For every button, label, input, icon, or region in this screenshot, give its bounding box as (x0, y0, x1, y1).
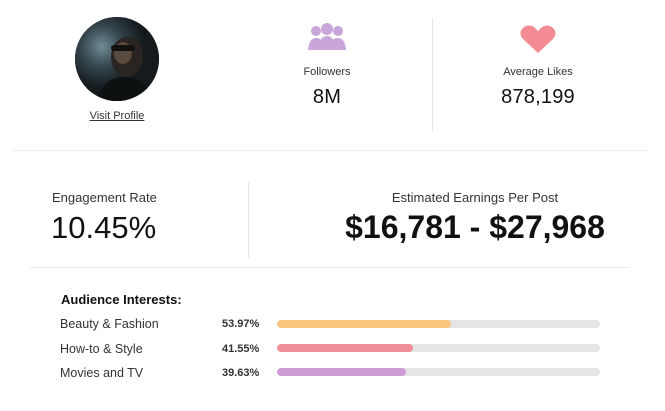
earnings-label: Estimated Earnings Per Post (391, 190, 559, 205)
section-divider (12, 150, 648, 151)
profile-avatar[interactable] (75, 17, 159, 101)
avatar-image (75, 17, 159, 101)
engagement-rate-label: Engagement Rate (52, 190, 157, 205)
divider (248, 182, 249, 258)
interest-bar-track (277, 320, 600, 328)
average-likes-value: 878,199 (501, 86, 575, 108)
heart-icon (520, 24, 556, 59)
earnings-value: $16,781 - $27,968 (345, 209, 605, 245)
visit-profile-link[interactable]: Visit Profile (89, 110, 145, 122)
interest-bar-fill (277, 344, 413, 352)
interest-percent: 39.63% (222, 367, 260, 379)
interest-label: Movies and TV (60, 366, 144, 380)
interest-bar-fill (277, 368, 407, 376)
interest-bar-track (277, 368, 600, 376)
engagement-rate-value: 10.45% (51, 210, 157, 245)
divider (432, 18, 433, 131)
interest-label: How-to & Style (60, 342, 143, 356)
audience-interests-title: Audience Interests: (61, 292, 182, 307)
average-likes-label: Average Likes (503, 66, 573, 78)
interest-bar-track (277, 344, 600, 352)
followers-label: Followers (303, 66, 351, 78)
people-icon (307, 22, 347, 59)
section-divider (30, 267, 630, 268)
followers-value: 8M (312, 86, 342, 108)
interest-percent: 41.55% (222, 343, 260, 355)
interest-percent: 53.97% (222, 318, 260, 330)
interest-bar-fill (277, 320, 452, 328)
interest-label: Beauty & Fashion (60, 317, 159, 331)
